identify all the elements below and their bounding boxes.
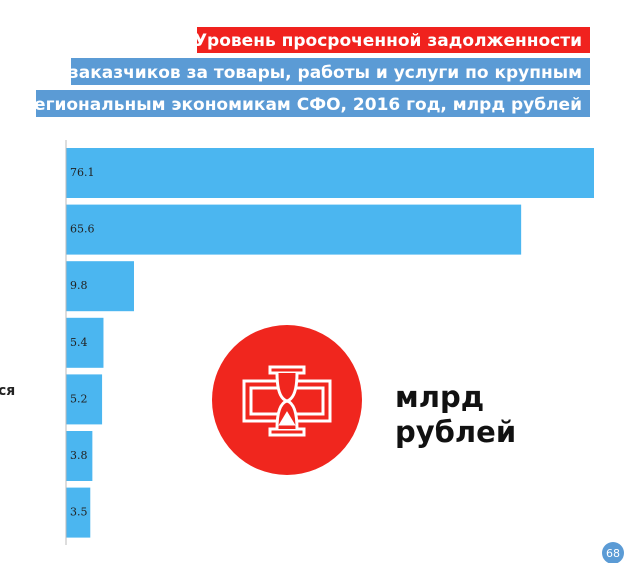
value-label: 76.1 [70, 166, 95, 179]
title-line: региональным экономикам СФО, 2016 год, м… [22, 95, 582, 115]
unit-label: рублей [395, 415, 516, 449]
value-label: 3.8 [70, 449, 88, 462]
page-number: 68 [606, 547, 620, 560]
title-line: Уровень просроченной задолженности [194, 31, 582, 51]
value-label: 65.6 [70, 223, 95, 236]
value-label: 9.8 [70, 279, 88, 292]
bar [66, 487, 91, 538]
icon [212, 325, 362, 475]
unit-label: млрд [395, 380, 484, 414]
bar [66, 374, 103, 425]
value-label: 5.2 [70, 392, 88, 405]
bar [66, 204, 522, 255]
category-fragment: ся [0, 383, 15, 399]
bar [66, 261, 134, 312]
title-band [36, 90, 590, 117]
bar-chart: 76.1 65.6 9.8 5.4 5.2 3.8 3.5 [66, 148, 594, 538]
title-band [197, 27, 590, 53]
title-band [71, 58, 590, 85]
title-line: заказчиков за товары, работы и услуги по… [69, 63, 582, 83]
bar [66, 431, 93, 481]
value-label: 5.4 [70, 336, 88, 349]
page-badge [602, 542, 624, 563]
bar [66, 148, 594, 198]
value-label: 3.5 [70, 506, 88, 519]
bar [66, 317, 104, 368]
